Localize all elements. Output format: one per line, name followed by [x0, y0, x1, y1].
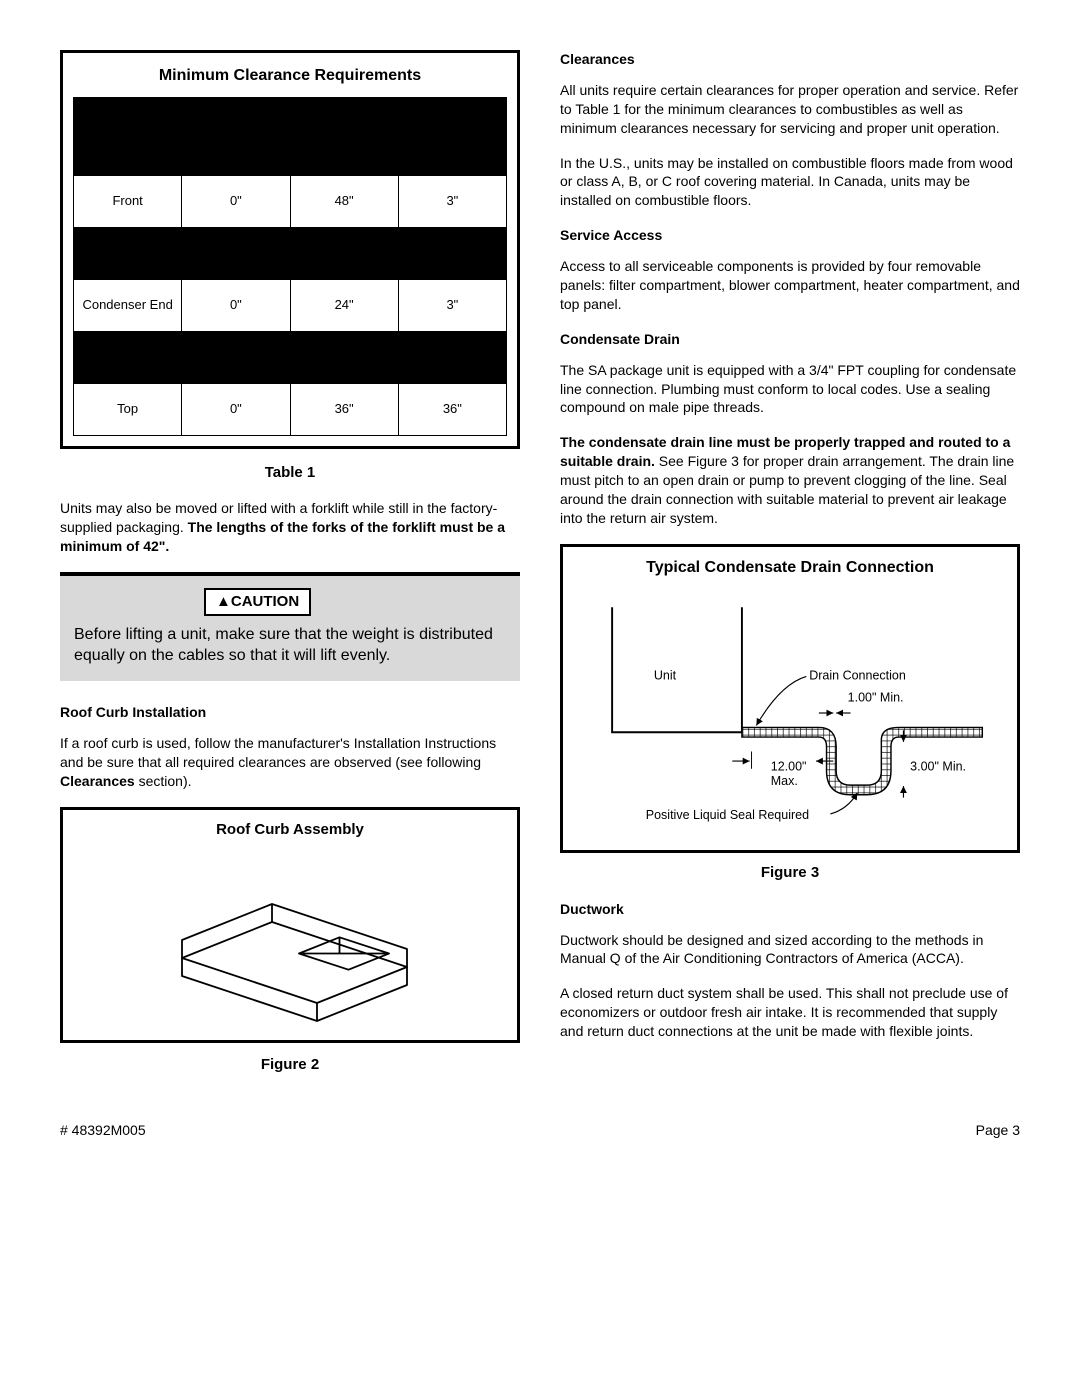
footer-right: Page 3: [976, 1121, 1020, 1140]
clearance-table: Front 0" 48" 3" Condenser End 0" 24" 3" …: [73, 97, 507, 436]
warning-icon: ▲: [216, 593, 231, 610]
cell: 3": [398, 175, 506, 227]
table1-caption: Table 1: [60, 463, 520, 483]
fig3-dim3: 3.00" Min.: [910, 760, 966, 774]
cell: 0": [182, 279, 290, 331]
cell: 48": [290, 175, 398, 227]
service-access-p: Access to all serviceable components is …: [560, 257, 1020, 314]
figure2-box: Roof Curb Assembly: [60, 807, 520, 1043]
figure3-title: Typical Condensate Drain Connection: [573, 557, 1007, 579]
roof-curb-paragraph: If a roof curb is used, follow the manuf…: [60, 734, 520, 791]
fig3-seal-label: Positive Liquid Seal Required: [646, 808, 809, 822]
fig3-dim2-a: 12.00": [771, 760, 807, 774]
condensate-drain-diagram: Unit Drain Connection 1.00" Min. 12.00" …: [573, 588, 1007, 838]
cell: 24": [290, 279, 398, 331]
text-bold: Clearances: [60, 773, 135, 789]
figure3-box: Typical Condensate Drain Connection Un: [560, 544, 1020, 854]
caution-box: ▲CAUTION Before lifting a unit, make sur…: [60, 576, 520, 681]
figure2-caption: Figure 2: [60, 1055, 520, 1075]
cell: Top: [74, 383, 182, 435]
condensate-p1: The SA package unit is equipped with a 3…: [560, 361, 1020, 418]
figure3-caption: Figure 3: [560, 863, 1020, 883]
fig3-drain-conn-label: Drain Connection: [809, 669, 906, 683]
fig3-dim2-b: Max.: [771, 775, 798, 789]
page-footer: # 48392M005 Page 3: [60, 1121, 1020, 1140]
clearances-p2: In the U.S., units may be installed on c…: [560, 154, 1020, 211]
fig3-unit-label: Unit: [654, 669, 677, 683]
roof-curb-diagram: [73, 850, 507, 1030]
clearance-table-box: Minimum Clearance Requirements Front 0" …: [60, 50, 520, 449]
cell: 0": [182, 175, 290, 227]
text: section).: [135, 773, 192, 789]
ductwork-p2: A closed return duct system shall be use…: [560, 984, 1020, 1041]
fig3-dim1: 1.00" Min.: [848, 691, 904, 705]
clearance-table-title: Minimum Clearance Requirements: [73, 65, 507, 87]
caution-label: ▲CAUTION: [204, 588, 311, 616]
ductwork-heading: Ductwork: [560, 900, 1020, 919]
text: If a roof curb is used, follow the manuf…: [60, 735, 496, 770]
cell: 36": [290, 383, 398, 435]
footer-left: # 48392M005: [60, 1121, 146, 1140]
cell: 0": [182, 383, 290, 435]
cell: Front: [74, 175, 182, 227]
service-access-heading: Service Access: [560, 226, 1020, 245]
cell: 36": [398, 383, 506, 435]
caution-label-text: CAUTION: [231, 593, 299, 610]
table-row: Top 0" 36" 36": [74, 383, 507, 435]
ductwork-p1: Ductwork should be designed and sized ac…: [560, 931, 1020, 969]
roof-curb-heading: Roof Curb Installation: [60, 703, 520, 722]
clearances-p1: All units require certain clearances for…: [560, 81, 1020, 138]
table-row: Condenser End 0" 24" 3": [74, 279, 507, 331]
condensate-p2: The condensate drain line must be proper…: [560, 433, 1020, 527]
figure2-title: Roof Curb Assembly: [73, 820, 507, 840]
caution-text: Before lifting a unit, make sure that th…: [74, 624, 506, 667]
cell: 3": [398, 279, 506, 331]
cell: Condenser End: [74, 279, 182, 331]
forklift-paragraph: Units may also be moved or lifted with a…: [60, 499, 520, 556]
condensate-heading: Condensate Drain: [560, 330, 1020, 349]
table-row: Front 0" 48" 3": [74, 175, 507, 227]
clearances-heading: Clearances: [560, 50, 1020, 69]
